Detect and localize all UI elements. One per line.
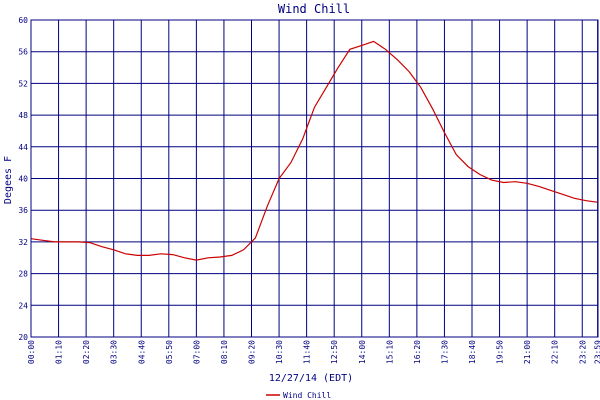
x-tick-label: 10:30: [275, 340, 284, 364]
x-tick-label: 09:20: [248, 340, 257, 364]
x-tick-label: 16:20: [413, 340, 422, 364]
x-tick-label: 07:00: [192, 340, 201, 364]
x-tick-label: 08:10: [220, 340, 229, 364]
y-tick-label: 20: [18, 333, 28, 342]
legend-label-wind-chill: Wind Chill: [283, 391, 331, 400]
x-tick-label: 11:40: [303, 340, 312, 364]
x-tick-label: 05:50: [165, 340, 174, 364]
x-tick-label: 21:00: [523, 340, 532, 364]
y-tick-label: 40: [18, 175, 28, 184]
x-tick-label: 22:10: [551, 340, 560, 364]
x-tick-label: 23:59: [594, 340, 600, 364]
y-tick-label: 28: [18, 270, 28, 279]
y-tick-label: 56: [18, 48, 28, 57]
y-tick-label: 60: [18, 16, 28, 25]
y-tick-label: 36: [18, 206, 28, 215]
y-tick-label: 52: [18, 79, 28, 88]
x-tick-label: 00:00: [27, 340, 36, 364]
x-tick-label: 04:40: [137, 340, 146, 364]
x-tick-label: 15:10: [385, 340, 394, 364]
x-tick-label: 03:30: [110, 340, 119, 364]
x-tick-label: 19:50: [496, 340, 505, 364]
x-tick-label: 01:10: [55, 340, 64, 364]
y-tick-label: 24: [18, 301, 28, 310]
y-tick-label: 44: [18, 143, 28, 152]
y-tick-label: 48: [18, 111, 28, 120]
y-axis-label: Degees F: [3, 156, 14, 204]
x-tick-label: 18:40: [468, 340, 477, 364]
x-tick-label: 23:20: [578, 340, 587, 364]
x-tick-label: 17:30: [440, 340, 449, 364]
x-tick-labels: 00:00 01:10 02:20 03:30 04:40 05:50 07:00 08:10…: [27, 340, 600, 364]
chart-title: Wind Chill: [278, 2, 350, 16]
plot-border: [30, 19, 599, 338]
x-tick-label: 12:50: [330, 340, 339, 364]
x-tick-label: 02:20: [82, 340, 91, 364]
series-line-wind-chill: [30, 40, 599, 261]
x-axis-label: 12/27/14 (EDT): [269, 373, 353, 384]
y-tick-labels: 20 24 28 32 36 40 44 48 52 56 60: [18, 16, 28, 342]
y-tick-label: 32: [18, 238, 28, 247]
x-tick-label: 14:00: [358, 340, 367, 364]
